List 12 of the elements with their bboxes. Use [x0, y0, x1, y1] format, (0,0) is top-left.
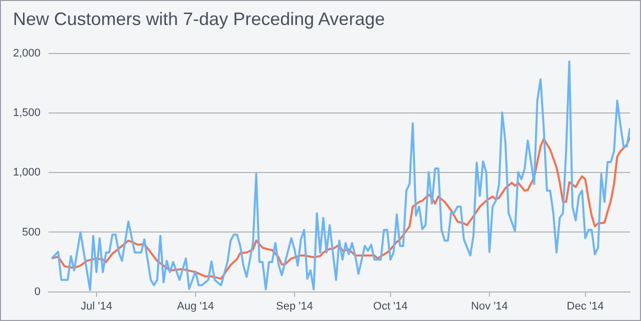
x-tick-label: Nov '14 [470, 300, 508, 312]
x-tick-label: Jul '14 [80, 300, 112, 312]
y-tick-label: 500 [22, 226, 41, 238]
y-tick-label: 0 [34, 286, 41, 298]
y-tick-label: 1,000 [12, 166, 41, 179]
x-tick-label: Oct '14 [373, 300, 408, 312]
chart-title: New Customers with 7-day Preceding Average [13, 9, 385, 30]
x-tick-label: Dec '14 [566, 300, 604, 312]
x-tick-label: Sep '14 [276, 300, 314, 312]
x-tick-label: Aug '14 [177, 300, 214, 312]
y-tick-label: 2,000 [12, 48, 41, 60]
y-tick-label: 1,500 [12, 107, 41, 120]
